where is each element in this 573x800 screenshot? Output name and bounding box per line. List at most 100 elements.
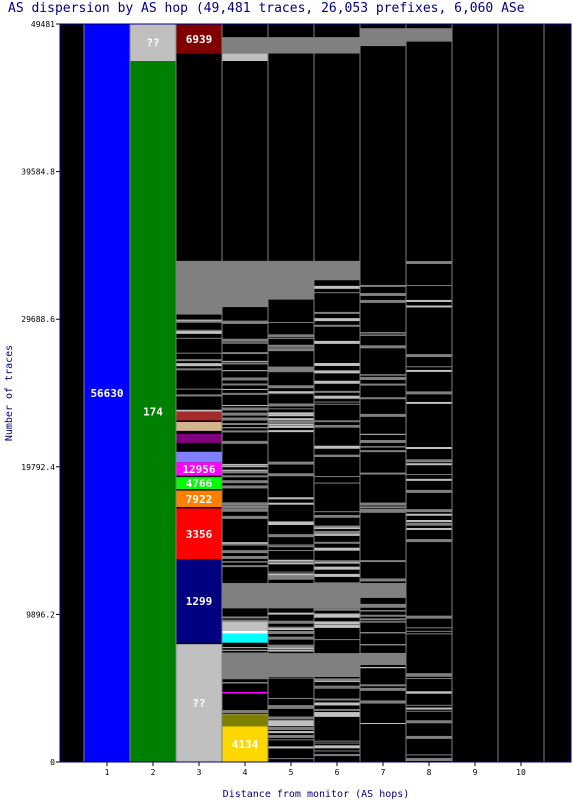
column-stripe: [222, 427, 268, 429]
column-stripe: [314, 324, 360, 327]
column-stripe: [314, 702, 360, 706]
column-stripe: [268, 420, 314, 424]
column-stripe: [314, 525, 360, 528]
column-stripe: [222, 475, 268, 478]
as-segment: [268, 720, 314, 727]
column-stripe: [222, 320, 268, 323]
column-stripe: [268, 391, 314, 394]
column-stripe: [360, 299, 406, 303]
as-segment: [314, 583, 360, 609]
column-stripe: [268, 726, 314, 730]
as-segment: [176, 24, 222, 54]
column-stripe: [268, 322, 314, 324]
x-tick-label: 6: [335, 768, 340, 777]
column-stripe: [314, 712, 360, 716]
as-segment: [222, 633, 268, 643]
column-stripe: [222, 542, 268, 544]
column-stripe: [268, 677, 314, 679]
as-segment: [176, 477, 222, 490]
chart-title: AS dispersion by AS hop (49,481 traces, …: [8, 1, 525, 16]
as-segment: [360, 583, 406, 598]
column-stripe: [268, 423, 314, 426]
column-stripe: [222, 502, 268, 506]
column-stripe: [268, 497, 314, 500]
column-stripe: [222, 412, 268, 416]
column-stripe: [406, 261, 452, 263]
column-stripe: [360, 374, 406, 376]
column-stripe: [222, 565, 268, 568]
column-stripe: [222, 407, 268, 411]
column-stripe: [176, 388, 222, 390]
y-tick-label: 0: [50, 758, 55, 767]
column-stripe: [360, 560, 406, 563]
as-segment: [314, 260, 360, 281]
column-stripe: [222, 647, 268, 649]
column-stripe: [222, 338, 268, 342]
column-stripe: [406, 401, 452, 404]
column-stripe: [314, 750, 360, 752]
column-stripe: [176, 363, 222, 367]
column-stripe: [222, 555, 268, 559]
as-segment: [176, 462, 222, 476]
column-stripe: [176, 352, 222, 354]
column-stripe: [268, 758, 314, 760]
column-stripe: [360, 618, 406, 621]
column-stripe: [222, 505, 268, 509]
column-stripe: [360, 610, 406, 612]
segment-label: 174: [143, 406, 163, 419]
column-stripe: [314, 401, 360, 403]
column-stripe: [314, 511, 360, 513]
segment-label: 56630: [90, 387, 123, 400]
segment-label: 1299: [186, 595, 213, 608]
column-stripe: [314, 530, 360, 533]
column-stripe: [176, 330, 222, 334]
column-stripe: [268, 575, 314, 577]
column-stripe: [406, 704, 452, 706]
column-stripe: [222, 377, 268, 381]
column-stripe: [268, 739, 314, 741]
column-stripe: [314, 445, 360, 449]
column-stripe: [268, 716, 314, 720]
column-stripe: [406, 391, 452, 395]
as-segment: [176, 490, 222, 507]
column-stripe: [406, 369, 452, 372]
column-stripe: [406, 691, 452, 693]
column-background: [360, 24, 406, 762]
column-stripe: [268, 430, 314, 433]
column-stripe: [406, 720, 452, 724]
as-segment: [222, 583, 268, 609]
column-stripe: [360, 684, 406, 687]
column-stripe: [406, 539, 452, 543]
as-segment: [222, 37, 268, 54]
x-tick-label: 10: [516, 768, 526, 777]
column-stripe: [314, 533, 360, 535]
column-stripe: [360, 509, 406, 513]
column-stripe: [314, 621, 360, 625]
column-stripe: [268, 521, 314, 524]
column-stripe: [268, 612, 314, 615]
column-stripe: [222, 517, 268, 519]
column-stripe: [222, 370, 268, 372]
column-stripe: [268, 644, 314, 648]
column-stripe: [268, 649, 314, 652]
column-stripe: [268, 562, 314, 565]
column-stripe: [406, 305, 452, 308]
column-stripe: [314, 679, 360, 682]
column-stripe: [314, 713, 360, 717]
x-tick-label: 9: [473, 768, 478, 777]
column-stripe: [360, 687, 406, 691]
as-segment: [84, 24, 130, 762]
column-stripe: [222, 508, 268, 512]
column-stripe: [222, 466, 268, 468]
column-stripe: [406, 630, 452, 632]
as-segment: [176, 421, 222, 431]
column-stripe: [268, 534, 314, 538]
column-stripe: [360, 502, 406, 506]
column-stripe: [360, 334, 406, 336]
column-stripe: [268, 502, 314, 505]
column-stripe: [314, 395, 360, 399]
column-stripe: [314, 292, 360, 294]
column-stripe: [268, 734, 314, 738]
segment-label: ??: [146, 37, 159, 50]
y-axis-label: Number of traces: [4, 345, 15, 441]
